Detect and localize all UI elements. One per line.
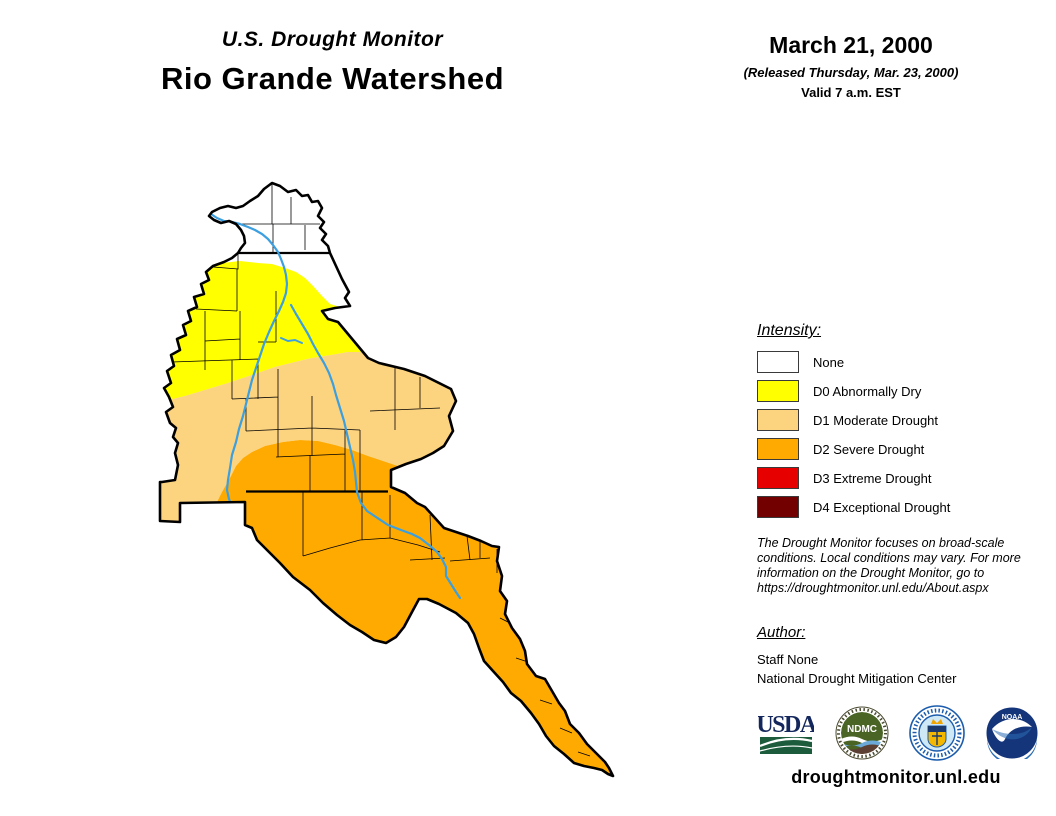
title-block: U.S. Drought Monitor Rio Grande Watershe… <box>70 28 595 97</box>
region-d0-abnormally-dry <box>160 261 372 403</box>
legend-row-d2: D2 Severe Drought <box>757 438 1047 460</box>
legend-row-none: None <box>757 351 1047 373</box>
swatch-d0 <box>757 380 799 402</box>
legend-label-none: None <box>813 354 845 370</box>
usda-logo-text: USDA <box>758 712 814 738</box>
swatch-none <box>757 351 799 373</box>
legend-label-d0: D0 Abnormally Dry <box>813 383 922 399</box>
legend-heading: Intensity: <box>757 322 822 339</box>
author-org: National Drought Mitigation Center <box>757 671 957 686</box>
swatch-d2 <box>757 438 799 460</box>
author-heading: Author: <box>757 624 806 641</box>
watershed-boundary <box>158 181 615 778</box>
ndmc-logo-text: NDMC <box>847 724 877 735</box>
legend: Intensity: None D0 Abnormally Dry D1 Mod… <box>757 322 1047 526</box>
pecos-river <box>289 303 462 600</box>
swatch-d1 <box>757 409 799 431</box>
ndmc-logo: NDMC <box>835 706 889 760</box>
author-block: Author: Staff None National Drought Miti… <box>757 624 1045 688</box>
legend-label-d1: D1 Moderate Drought <box>813 412 939 428</box>
doc-ring-text <box>912 708 962 758</box>
legend-row-d1: D1 Moderate Drought <box>757 409 1047 431</box>
legend-row-d3: D3 Extreme Drought <box>757 467 1047 489</box>
site-url: droughtmonitor.unl.edu <box>791 767 1001 787</box>
page-title: Rio Grande Watershed <box>160 61 505 96</box>
legend-label-d3: D3 Extreme Drought <box>813 470 932 486</box>
noaa-logo-text: NOAA <box>1002 714 1023 721</box>
doc-seal-logo <box>909 705 966 761</box>
tributary-river <box>280 337 303 344</box>
usda-logo: USDA <box>758 712 814 754</box>
release-date: (Released Thursday, Mar. 23, 2000) <box>743 65 959 80</box>
ndmc-ring-text <box>836 708 887 758</box>
page-supertitle: U.S. Drought Monitor <box>221 28 444 51</box>
legend-row-d4: D4 Exceptional Drought <box>757 496 1047 518</box>
map-date: March 21, 2000 <box>769 32 933 58</box>
state-lines <box>238 251 388 493</box>
author-name: Staff None <box>757 652 819 667</box>
region-d1-moderate-drought <box>160 352 490 533</box>
legend-label-d2: D2 Severe Drought <box>813 441 925 457</box>
valid-time: Valid 7 a.m. EST <box>801 85 901 100</box>
date-block: March 21, 2000 (Released Thursday, Mar. … <box>726 32 976 100</box>
disclaimer-text: The Drought Monitor focuses on broad-sca… <box>757 536 1021 595</box>
swatch-d3 <box>757 467 799 489</box>
logo-row: USDA NDMC NOAA <box>758 703 1038 763</box>
swatch-d4 <box>757 496 799 518</box>
watershed-map <box>158 181 615 778</box>
doc-eagle-icon <box>931 719 944 724</box>
noaa-logo: NOAA <box>986 707 1038 759</box>
rio-grande-river <box>209 212 289 516</box>
legend-label-d4: D4 Exceptional Drought <box>813 499 951 515</box>
legend-row-d0: D0 Abnormally Dry <box>757 380 1047 402</box>
